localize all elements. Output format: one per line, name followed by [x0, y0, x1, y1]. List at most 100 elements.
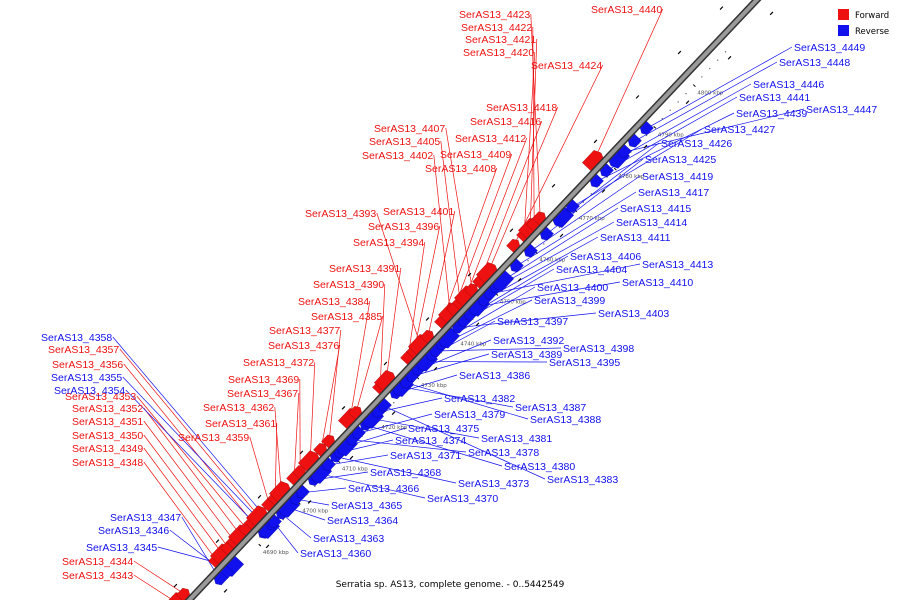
reverse-leader-line: [327, 454, 389, 466]
forward-gene-label: SerAS13_4362: [203, 402, 274, 414]
forward-leader-line: [479, 120, 543, 281]
reverse-leader-line: [501, 207, 619, 282]
marker-dash: [307, 500, 312, 504]
forward-gene-label: SerAS13_4369: [228, 374, 299, 386]
reverse-gene-label: SerAS13_4382: [444, 393, 515, 405]
tick-label: 4730 kbp: [421, 383, 447, 389]
reverse-leader-line: [335, 456, 457, 484]
reverse-gene-label: SerAS13_4381: [481, 433, 552, 445]
reverse-gene-label: SerAS13_4346: [98, 525, 169, 537]
tick-label: 4760 kbp: [539, 258, 565, 264]
reverse-gene-label: SerAS13_4425: [645, 154, 716, 166]
reverse-gene-label: SerAS13_4413: [642, 259, 713, 271]
forward-gene-label: SerAS13_4391: [329, 263, 400, 275]
tick-11: 4800 kbp: [692, 51, 727, 97]
forward-gene-label: SerAS13_4407: [374, 123, 445, 135]
reverse-gene-label: SerAS13_4398: [563, 343, 634, 355]
tick-label: 4790 kbp: [658, 132, 684, 138]
reverse-gene-label: SerAS13_4388: [530, 414, 601, 426]
marker-dash: [433, 366, 438, 371]
tick-label: 4710 kbp: [342, 467, 368, 473]
marker-dash: [425, 317, 430, 321]
reverse-leader-line: [571, 128, 703, 208]
forward-gene-label: SerAS13_4401: [383, 206, 454, 218]
reverse-gene-label: SerAS13_4392: [493, 335, 564, 347]
reverse-gene-label: SerAS13_4360: [300, 548, 371, 560]
forward-gene-label: SerAS13_4352: [72, 403, 143, 415]
tick-label: 4690 kbp: [263, 550, 289, 556]
reverse-leader-line: [595, 112, 735, 183]
marker-dash: [517, 278, 522, 282]
marker-dash: [685, 100, 690, 105]
tick-label: 4800 kbp: [697, 91, 723, 97]
marker-dash: [383, 361, 388, 366]
marker-dash: [215, 539, 220, 544]
forward-leader-line: [413, 225, 441, 351]
forward-gene-label: SerAS13_4343: [62, 570, 133, 582]
reverse-leader-line: [357, 413, 433, 434]
forward-leader-line: [136, 395, 247, 529]
forward-gene-label: SerAS13_4418: [486, 102, 557, 114]
tick-marks-layer: 4690 kbp 4700 kbp 4710 kbp 4720 kbp 4730 kbp…: [258, 51, 727, 556]
marker-dash: [601, 189, 606, 193]
forward-leader-line: [427, 210, 456, 336]
marker-dash: [551, 183, 556, 188]
reverse-leader-line: [477, 281, 621, 307]
forward-gene-label: SerAS13_4393: [305, 208, 376, 220]
reverse-leader-line: [112, 336, 273, 525]
reverse-leader-line: [371, 418, 480, 439]
forward-leader-line: [143, 434, 229, 548]
forward-gene-label: SerAS13_4350: [72, 430, 143, 442]
forward-gene-label: SerAS13_4353: [65, 391, 136, 403]
forward-gene-label: SerAS13_4412: [455, 133, 526, 145]
forward-gene-label: SerAS13_4396: [368, 221, 439, 233]
forward-gene-label: SerAS13_4356: [52, 359, 123, 371]
reverse-gene-label: SerAS13_4410: [622, 277, 693, 289]
forward-leader-line: [453, 153, 513, 309]
reverse-gene-label: SerAS13_4365: [331, 500, 402, 512]
reverse-leader-line: [319, 473, 426, 499]
marker-dash: [643, 144, 648, 149]
forward-gene-label: SerAS13_4361: [205, 418, 276, 430]
marker-dash: [635, 95, 640, 99]
reverse-leader-line: [122, 376, 269, 529]
reverse-gene-label: SerAS13_4358: [41, 332, 112, 344]
reverse-gene-label: SerAS13_4389: [491, 349, 562, 361]
marker-dash: [265, 544, 270, 549]
reverse-leader-line: [435, 347, 562, 352]
forward-leader-line: [143, 447, 223, 554]
reverse-gene-label: SerAS13_4406: [570, 251, 641, 263]
tick-label: 4740 kbp: [460, 341, 486, 347]
reverse-gene-label: SerAS13_4439: [736, 108, 807, 120]
marker-dash: [475, 322, 480, 327]
reverse-leader-line: [401, 386, 514, 408]
marker-dash: [509, 228, 514, 233]
reverse-gene-label: SerAS13_4448: [779, 57, 850, 69]
forward-leader-line: [487, 106, 559, 273]
forward-gene-label: SerAS13_4349: [72, 443, 143, 455]
tick-label: 4780 kbp: [618, 174, 644, 180]
marker-dash: [341, 406, 346, 410]
forward-gene-label: SerAS13_4422: [461, 22, 532, 34]
reverse-leader-line: [405, 382, 529, 420]
reverse-leader-line: [383, 405, 546, 480]
gene-labels-layer: SerAS13_4343 SerAS13_4344 SerAS13_4348 SerA…: [41, 4, 877, 582]
reverse-gene-label: SerAS13_4447: [806, 104, 877, 116]
forward-gene-label: SerAS13_4440: [591, 4, 662, 16]
marker-dash: [677, 50, 682, 55]
forward-leader-line: [133, 560, 185, 595]
forward-gene-label: SerAS13_4377: [269, 325, 340, 337]
marker-dash: [467, 272, 472, 277]
forward-leader-line: [143, 407, 241, 535]
genome-caption: Serratia sp. AS13, complete genome. - 0.…: [336, 580, 565, 590]
reverse-gene-label: SerAS13_4379: [434, 409, 505, 421]
forward-gene-label: SerAS13_4421: [465, 34, 536, 46]
forward-gene-label: SerAS13_4420: [463, 47, 534, 59]
reverse-gene-label: SerAS13_4399: [534, 295, 605, 307]
forward-leader-line: [385, 267, 402, 381]
reverse-gene-label: SerAS13_4355: [51, 372, 122, 384]
forward-leader-line: [349, 300, 371, 419]
reverse-gene-label: SerAS13_4354: [54, 385, 125, 397]
marker-dash: [593, 139, 598, 144]
reverse-leader-line: [623, 108, 805, 153]
